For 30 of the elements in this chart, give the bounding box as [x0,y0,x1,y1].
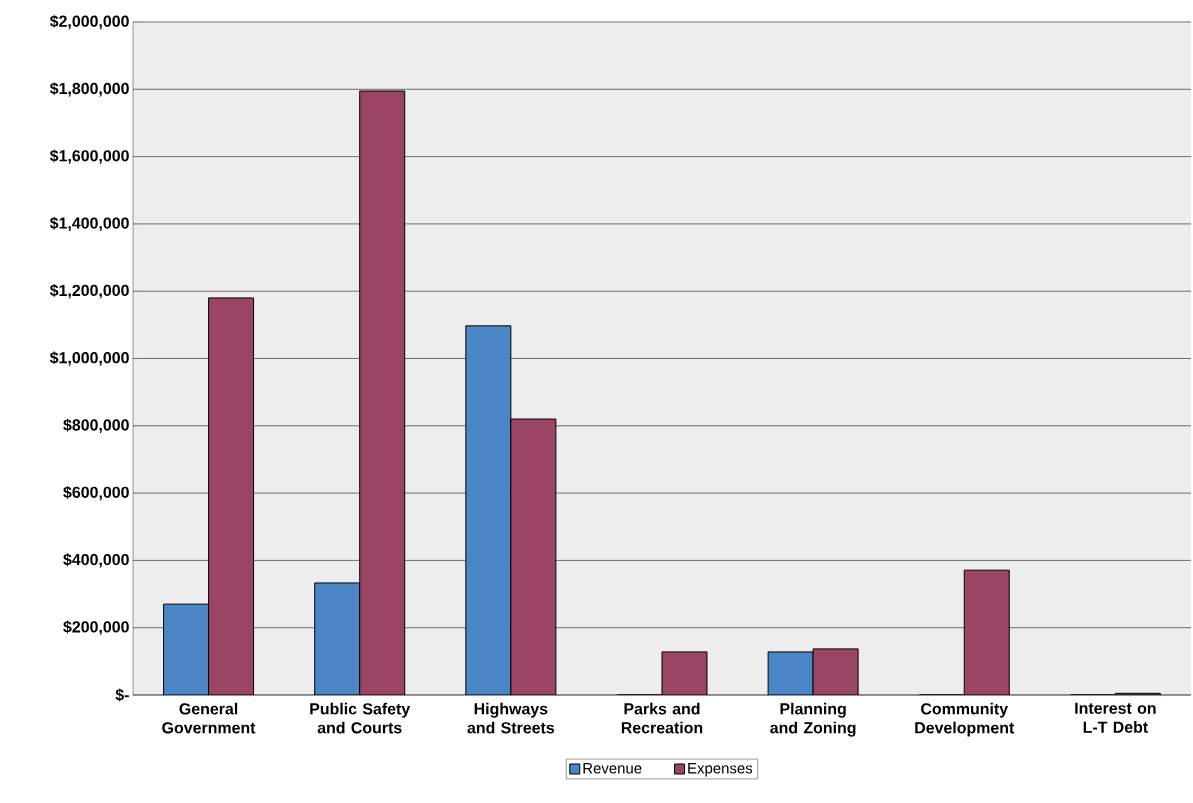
bar [163,603,210,695]
y-tick-label: $1,400,000 [49,216,129,232]
y-tick-label: $1,200,000 [49,284,129,299]
bar [510,418,557,695]
bar [767,651,814,695]
y-tick-label: $400,000 [63,553,129,568]
y-tick-label: $1,000,000 [49,351,129,366]
bar [208,297,255,695]
bar [359,90,406,695]
bar [314,582,361,695]
x-tick-label: Interest on L-T Debt [1075,702,1156,733]
x-tick-label: Highways and Streets [467,702,555,734]
bar [661,651,708,695]
y-tick-label: $2,000,000 [49,14,129,30]
x-tick-label: General Government [162,702,256,734]
x-tick-label: Public Safety and Courts [310,702,411,734]
x-tick-label: Planning and Zoning [770,702,856,737]
bar [963,569,1010,695]
legend-label: Revenue [583,763,642,774]
y-tick-label: $- [115,688,129,702]
y-tick-label: $200,000 [63,620,129,635]
y-tick-label: $800,000 [63,418,129,433]
x-tick-label: Parks and Recreation [621,702,703,734]
y-tick-label: $1,800,000 [49,82,129,97]
y-tick-label: $1,600,000 [49,149,129,164]
y-tick-label: $600,000 [63,485,129,501]
bar [812,648,859,695]
bar [465,325,512,695]
x-tick-label: Community Development [915,702,1015,737]
legend-label: Expenses [688,763,753,777]
